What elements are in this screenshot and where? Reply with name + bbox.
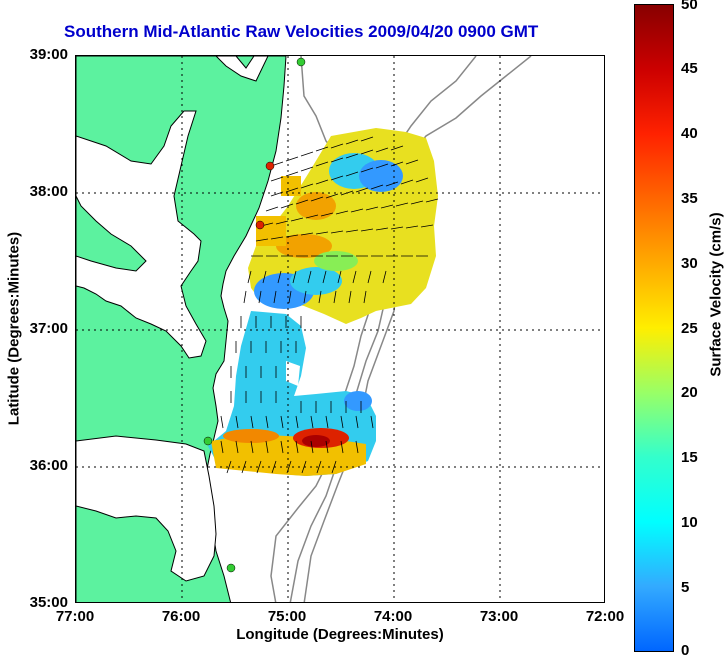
colorbar-label: Surface Velocity (cm/s) [707,212,724,377]
y-tick-label: 38:00 [29,183,68,200]
x-tick-label: 75:00 [267,608,307,625]
x-tick-label: 72:00 [585,608,625,625]
colorbar-tick: 20 [681,384,698,401]
chesapeake-bay [76,110,207,359]
station-marker[interactable] [203,436,213,446]
x-axis-label: Longitude (Degrees:Minutes) [236,626,444,643]
colorbar-tick: 10 [681,514,698,531]
station-marker[interactable] [255,220,265,230]
colorbar [634,4,674,652]
colorbar-tick: 45 [681,60,698,77]
station-marker[interactable] [265,161,275,171]
colorbar-tick: 5 [681,579,690,596]
x-tick-label: 76:00 [161,608,201,625]
bathymetry-contour [289,56,477,602]
bathymetry-contour [270,56,377,602]
colorbar-tick: 35 [681,190,698,207]
delaware-bay [215,56,269,82]
y-tick-label: 39:00 [29,46,68,63]
colorbar-tick: 25 [681,320,698,337]
colorbar-tick: 15 [681,449,698,466]
map-title: Southern Mid-Atlantic Raw Velocities 200… [64,22,539,41]
x-tick-label: 74:00 [373,608,413,625]
velocity-field-north [248,128,438,324]
colorbar-tick: 30 [681,255,698,272]
velocity-field-south [208,311,376,476]
y-axis-label: Latitude (Degrees:Minutes) [5,231,23,426]
velocity-vectors [220,136,439,474]
x-tick-label: 73:00 [479,608,519,625]
colorbar-tick: 50 [681,0,698,13]
map-plot-area[interactable] [75,55,605,603]
map-grid [76,56,604,602]
y-tick-label: 37:00 [29,320,68,337]
x-tick-label: 77:00 [55,608,95,625]
map-svg [76,56,604,602]
y-tick-label: 36:00 [29,457,68,474]
colorbar-tick: 40 [681,125,698,142]
station-marker[interactable] [226,563,236,573]
y-tick-label: 35:00 [29,594,68,611]
pamlico-sound [76,435,217,582]
colorbar-tick: 0 [681,642,690,659]
station-marker[interactable] [296,57,306,67]
